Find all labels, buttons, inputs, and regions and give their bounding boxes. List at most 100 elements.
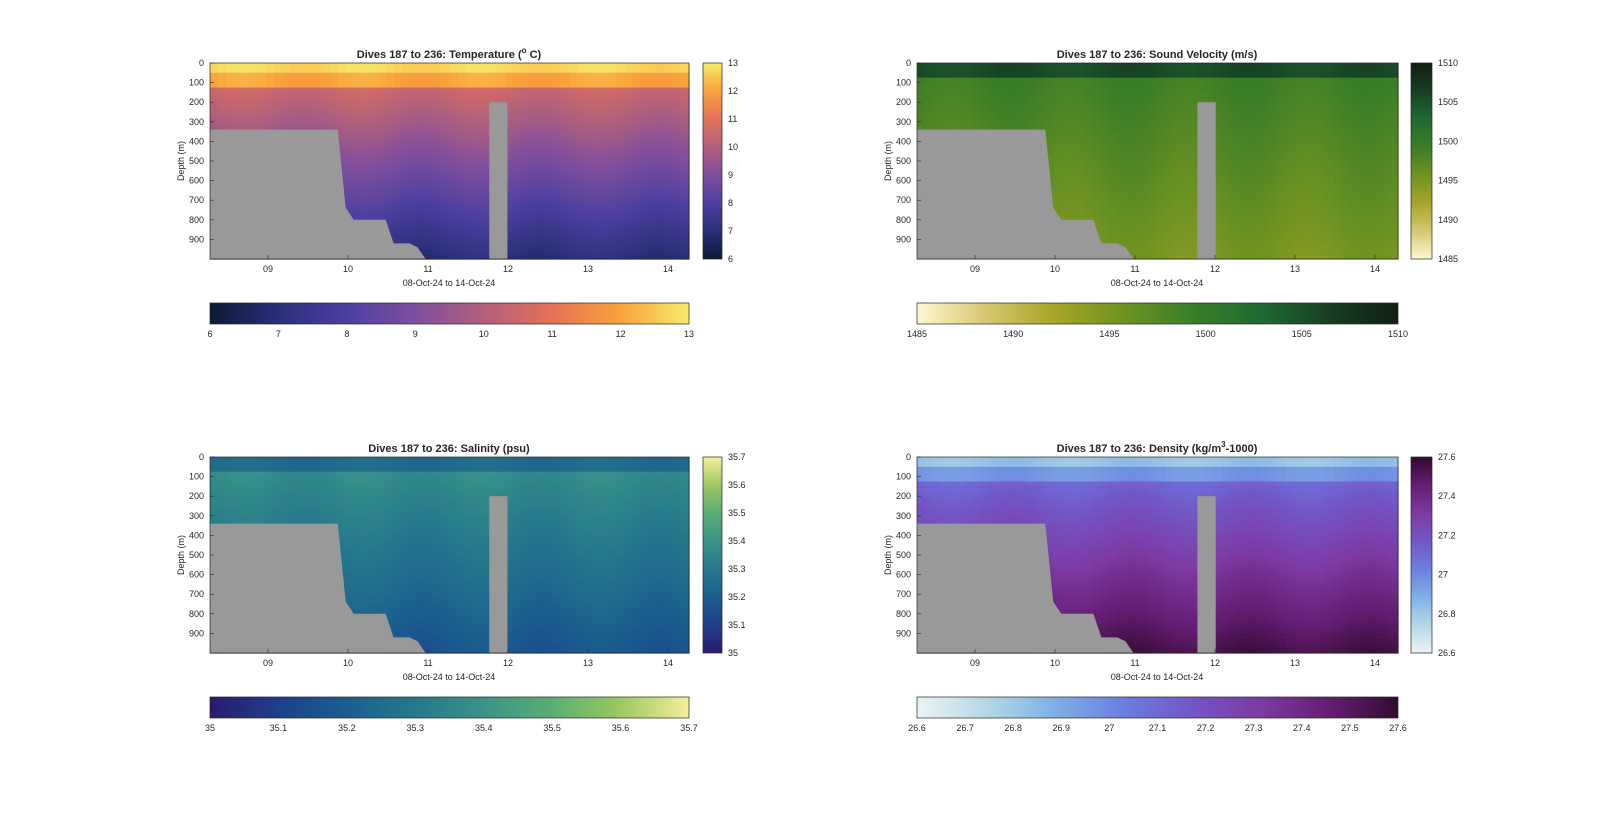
temperature-cell [457, 97, 467, 103]
temperature-cell [369, 131, 379, 138]
sound-velocity-cell [1381, 131, 1391, 138]
temperature-cell [625, 190, 634, 196]
temperature-cell [649, 170, 658, 177]
temperature-cell [569, 92, 578, 98]
sound-velocity-cell [1365, 151, 1375, 157]
temperature-cell [513, 97, 522, 103]
sound-velocity-cell [1245, 67, 1255, 74]
sound-velocity-cell [1349, 136, 1359, 142]
temperature-cell [369, 102, 379, 108]
sound-velocity-cell [1213, 141, 1223, 147]
sound-velocity-cell [1365, 244, 1375, 250]
sound-velocity-cell [1293, 205, 1303, 211]
sound-velocity-cell [1317, 244, 1327, 250]
sound-velocity-cell [1229, 141, 1239, 147]
sound-velocity-cell [1293, 146, 1303, 152]
temperature-cell [681, 200, 690, 206]
temperature-cell [577, 229, 586, 236]
sound-velocity-cell [933, 121, 942, 128]
sound-velocity-hcolorbar-tick-label: 1505 [1292, 329, 1312, 339]
temperature-cell [617, 121, 626, 128]
temperature-cell [409, 210, 419, 216]
temperature-cell [521, 112, 530, 118]
sound-velocity-cell [1365, 229, 1375, 236]
temperature-cell [593, 214, 602, 221]
sound-velocity-cell [1349, 224, 1359, 231]
temperature-cell [657, 210, 666, 216]
sound-velocity-cell [957, 121, 966, 128]
temperature-cell [521, 116, 530, 123]
sound-velocity-cell [1221, 161, 1231, 167]
sound-velocity-cell [1109, 67, 1119, 74]
sound-velocity-cell [1117, 92, 1127, 98]
sound-velocity-cell [1149, 185, 1159, 191]
temperature-cell [537, 112, 546, 118]
sound-velocity-cell [917, 77, 926, 84]
sound-velocity-cell [1245, 239, 1255, 245]
temperature-cell [513, 175, 522, 182]
sound-velocity-cell [1229, 126, 1239, 133]
sound-velocity-cell [1013, 121, 1022, 128]
sound-velocity-cell [1301, 151, 1311, 157]
sound-velocity-cell [1373, 156, 1383, 162]
temperature-cell [353, 97, 363, 103]
temperature-cell [641, 63, 650, 69]
temperature-cell [529, 239, 538, 245]
temperature-cell [529, 214, 538, 221]
temperature-cell [409, 112, 419, 118]
sound-velocity-cell [1053, 67, 1062, 74]
sound-velocity-cell [1245, 175, 1255, 182]
temperature-cell [265, 63, 275, 69]
sound-velocity-cell [1157, 219, 1167, 226]
temperature-cell [241, 63, 251, 69]
temperature-cell [369, 170, 379, 177]
temperature-cell [385, 112, 395, 118]
temperature-cell [353, 67, 363, 74]
temperature-cell [593, 97, 602, 103]
sound-velocity-cell [1045, 146, 1054, 152]
temperature-cell [545, 180, 554, 187]
temperature-cell [465, 234, 475, 240]
temperature-cell [393, 165, 403, 172]
temperature-cell [289, 92, 299, 98]
temperature-cell [561, 67, 570, 74]
sound-velocity-cell [1341, 151, 1351, 157]
sound-velocity-cell [1357, 141, 1367, 147]
temperature-cell [233, 97, 243, 103]
temperature-cell [353, 131, 363, 138]
temperature-cell [561, 87, 570, 93]
temperature-cell [313, 82, 323, 89]
temperature-cell [593, 82, 602, 89]
sound-velocity-cell [957, 126, 966, 133]
temperature-cell [577, 116, 586, 123]
sound-velocity-cell [1173, 234, 1183, 240]
panel-temperature: Dives 187 to 236: Temperature (o C) 0100… [176, 46, 738, 339]
sound-velocity-cell [1181, 136, 1191, 142]
sound-velocity-cell [1157, 224, 1167, 231]
temperature-cell [417, 87, 427, 93]
sound-velocity-cell [1277, 234, 1287, 240]
sound-velocity-cell [1261, 116, 1271, 123]
temperature-cell [393, 190, 403, 196]
sound-velocity-cell [1013, 112, 1022, 118]
temperature-cell [457, 112, 467, 118]
sound-velocity-cell [1069, 63, 1078, 69]
sound-velocity-cell [1357, 214, 1367, 221]
temperature-cell [521, 97, 530, 103]
temperature-cell [249, 97, 259, 103]
temperature-cell [649, 77, 658, 84]
sound-velocity-cell [1293, 77, 1303, 84]
temperature-cell [569, 175, 578, 182]
sound-velocity-cell [1317, 131, 1327, 138]
sound-velocity-cell [1301, 200, 1311, 206]
sound-velocity-cell [1117, 190, 1127, 196]
temperature-cell [393, 185, 403, 191]
sound-velocity-cell [1325, 121, 1335, 128]
temperature-cell [577, 161, 586, 167]
sound-velocity-cell [1181, 97, 1191, 103]
sound-velocity-cell [1173, 121, 1183, 128]
sound-velocity-cell [1013, 116, 1022, 123]
sound-velocity-cell [1149, 205, 1159, 211]
temperature-cell [521, 219, 530, 226]
temperature-cell [673, 151, 682, 157]
